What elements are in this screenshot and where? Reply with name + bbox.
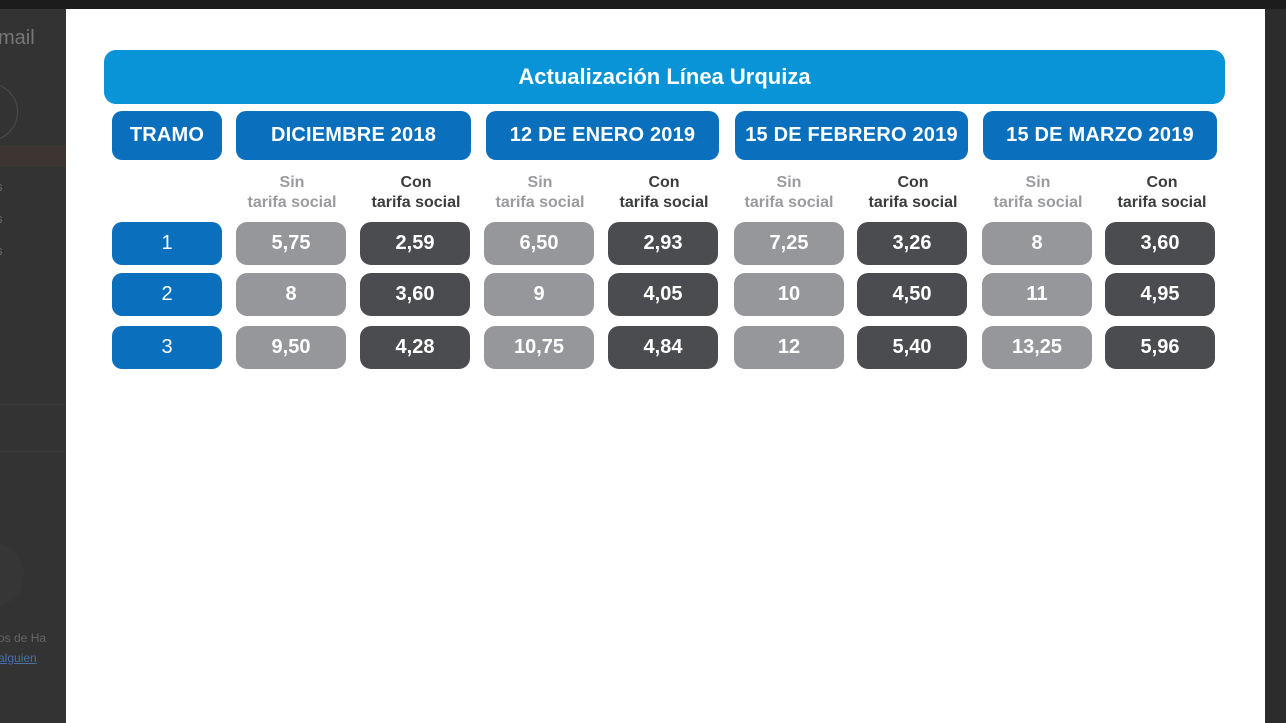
fare-cell-con: 2,93 xyxy=(608,222,718,265)
fare-cell-sin: 5,75 xyxy=(236,222,346,265)
subheader-line: tarifa social xyxy=(371,194,461,211)
table-title: Actualización Línea Urquiza xyxy=(104,50,1225,104)
fare-cell-con: 4,50 xyxy=(857,273,967,316)
fare-cell-sin: 8 xyxy=(982,222,1092,265)
subheader-sin: Sin tarifa social xyxy=(733,173,845,213)
fare-cell-sin: 11 xyxy=(982,273,1092,316)
subheader-line: tarifa social xyxy=(247,194,337,211)
image-modal: Actualización Línea Urquiza TRAMO DICIEM… xyxy=(66,9,1265,723)
fare-cell-sin: 9 xyxy=(484,273,594,316)
subheader-line: Sin xyxy=(776,174,802,191)
fare-cell-sin: 9,50 xyxy=(236,326,346,369)
tramo-cell: 3 xyxy=(112,326,222,369)
fare-cell-con: 4,95 xyxy=(1105,273,1215,316)
subheader-sin: Sin tarifa social xyxy=(484,173,596,213)
subheader-line: Sin xyxy=(279,174,305,191)
period-header-ene-2019: 12 DE ENERO 2019 xyxy=(486,111,719,160)
background-app-title: mail xyxy=(0,27,35,49)
fare-cell-sin: 10 xyxy=(734,273,844,316)
background-sidebar-letter: s xyxy=(0,211,3,226)
subheader-line: tarifa social xyxy=(619,194,709,211)
background-footer-link[interactable]: alguien xyxy=(0,651,37,665)
fare-cell-sin: 13,25 xyxy=(982,326,1092,369)
fare-cell-con: 4,28 xyxy=(360,326,470,369)
fare-cell-con: 5,96 xyxy=(1105,326,1215,369)
subheader-con: Con tarifa social xyxy=(608,173,720,213)
subheader-line: Con xyxy=(1146,174,1178,191)
background-sidebar-letter: s xyxy=(0,243,3,258)
background-circle xyxy=(0,543,24,607)
top-bar xyxy=(0,0,1286,9)
subheader-line: Con xyxy=(400,174,432,191)
subheader-line: Sin xyxy=(1025,174,1051,191)
subheader-con: Con tarifa social xyxy=(360,173,472,213)
fare-cell-sin: 6,50 xyxy=(484,222,594,265)
subheader-line: Con xyxy=(648,174,680,191)
background-sidebar-letter: s xyxy=(0,179,3,194)
background-stripe xyxy=(0,145,66,167)
tramo-cell: 1 xyxy=(112,222,222,265)
period-header-feb-2019: 15 DE FEBRERO 2019 xyxy=(735,111,968,160)
subheader-line: tarifa social xyxy=(744,194,834,211)
background-app: mail s s s os de Ha alguien xyxy=(0,9,66,723)
subheader-con: Con tarifa social xyxy=(1106,173,1218,213)
subheader-sin: Sin tarifa social xyxy=(982,173,1094,213)
background-divider xyxy=(0,404,66,405)
subheader-line: tarifa social xyxy=(495,194,585,211)
subheader-con: Con tarifa social xyxy=(857,173,969,213)
tramo-cell: 2 xyxy=(112,273,222,316)
fare-cell-con: 5,40 xyxy=(857,326,967,369)
background-divider xyxy=(0,451,66,452)
subheader-line: Con xyxy=(897,174,929,191)
fare-cell-con: 3,60 xyxy=(1105,222,1215,265)
tramo-header: TRAMO xyxy=(112,111,222,160)
fare-cell-con: 3,26 xyxy=(857,222,967,265)
subheader-line: tarifa social xyxy=(868,194,958,211)
period-header-dic-2018: DICIEMBRE 2018 xyxy=(236,111,471,160)
fare-cell-sin: 12 xyxy=(734,326,844,369)
background-right-edge xyxy=(1265,9,1286,723)
fare-cell-sin: 8 xyxy=(236,273,346,316)
subheader-line: Sin xyxy=(527,174,553,191)
fare-cell-con: 4,84 xyxy=(608,326,718,369)
fare-cell-con: 4,05 xyxy=(608,273,718,316)
fare-cell-con: 2,59 xyxy=(360,222,470,265)
background-circle xyxy=(0,83,18,141)
subheader-line: tarifa social xyxy=(1117,194,1207,211)
background-footer-text: os de Ha xyxy=(0,631,47,645)
fare-cell-sin: 7,25 xyxy=(734,222,844,265)
fare-cell-con: 3,60 xyxy=(360,273,470,316)
subheader-line: tarifa social xyxy=(993,194,1083,211)
period-header-mar-2019: 15 DE MARZO 2019 xyxy=(983,111,1217,160)
fare-cell-sin: 10,75 xyxy=(484,326,594,369)
subheader-sin: Sin tarifa social xyxy=(236,173,348,213)
